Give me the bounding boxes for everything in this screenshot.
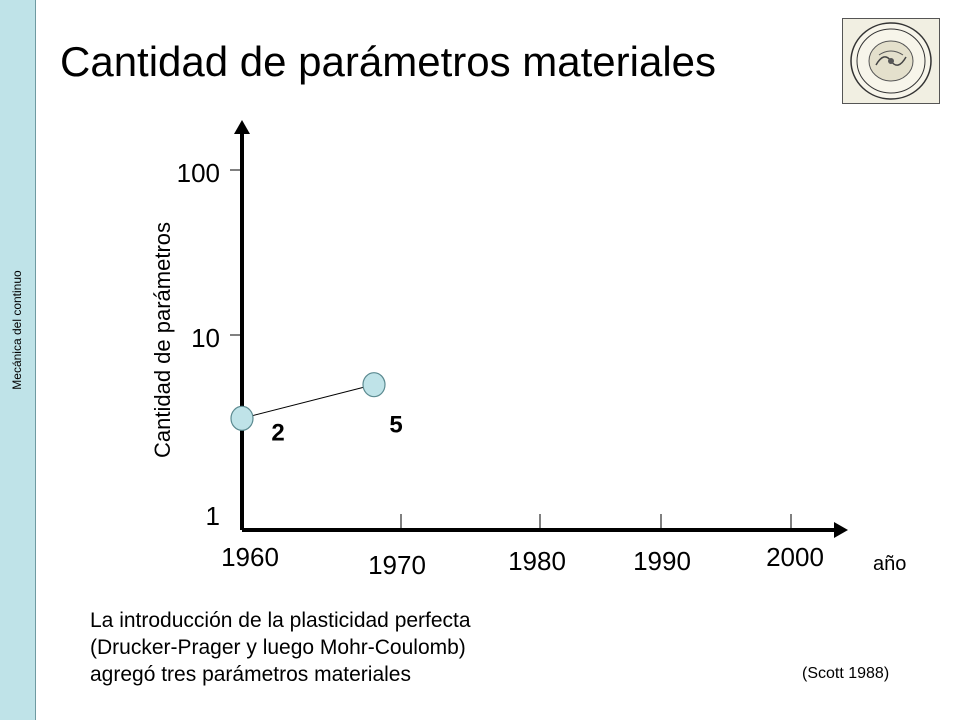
x-tick-label: 1980 [508, 546, 566, 576]
data-label: 2 [271, 419, 284, 446]
caption-line: La introducción de la plasticidad perfec… [90, 609, 471, 632]
x-tick-label: 2000 [766, 542, 824, 572]
sidebar-band: Mecánica del continuo [0, 0, 36, 720]
caption: La introducción de la plasticidad perfec… [90, 607, 471, 688]
x-axis-title: año [873, 553, 906, 575]
y-axis-title: Cantidad de parámetros [150, 221, 175, 459]
y-tick-label: 100 [177, 158, 220, 188]
data-point [230, 405, 254, 431]
y-axis-arrow [234, 120, 250, 134]
x-tick-label: 1970 [368, 550, 426, 580]
data-label: 5 [389, 412, 402, 439]
caption-line: agregó tres parámetros materiales [90, 663, 411, 686]
y-tick-label: 1 [206, 501, 220, 531]
y-tick-label: 10 [191, 323, 220, 353]
seal-emblem-icon [850, 22, 932, 100]
x-tick-label: 1990 [633, 546, 691, 576]
source-citation: (Scott 1988) [802, 665, 890, 682]
data-point [362, 372, 386, 398]
university-seal-logo [842, 18, 940, 104]
caption-line: (Drucker-Prager y luego Mohr-Coulomb) [90, 636, 466, 659]
series-line [241, 384, 375, 419]
slide-title: Cantidad de parámetros materiales [60, 38, 717, 85]
x-axis-arrow [834, 522, 848, 538]
x-tick-label: 1960 [221, 542, 279, 572]
